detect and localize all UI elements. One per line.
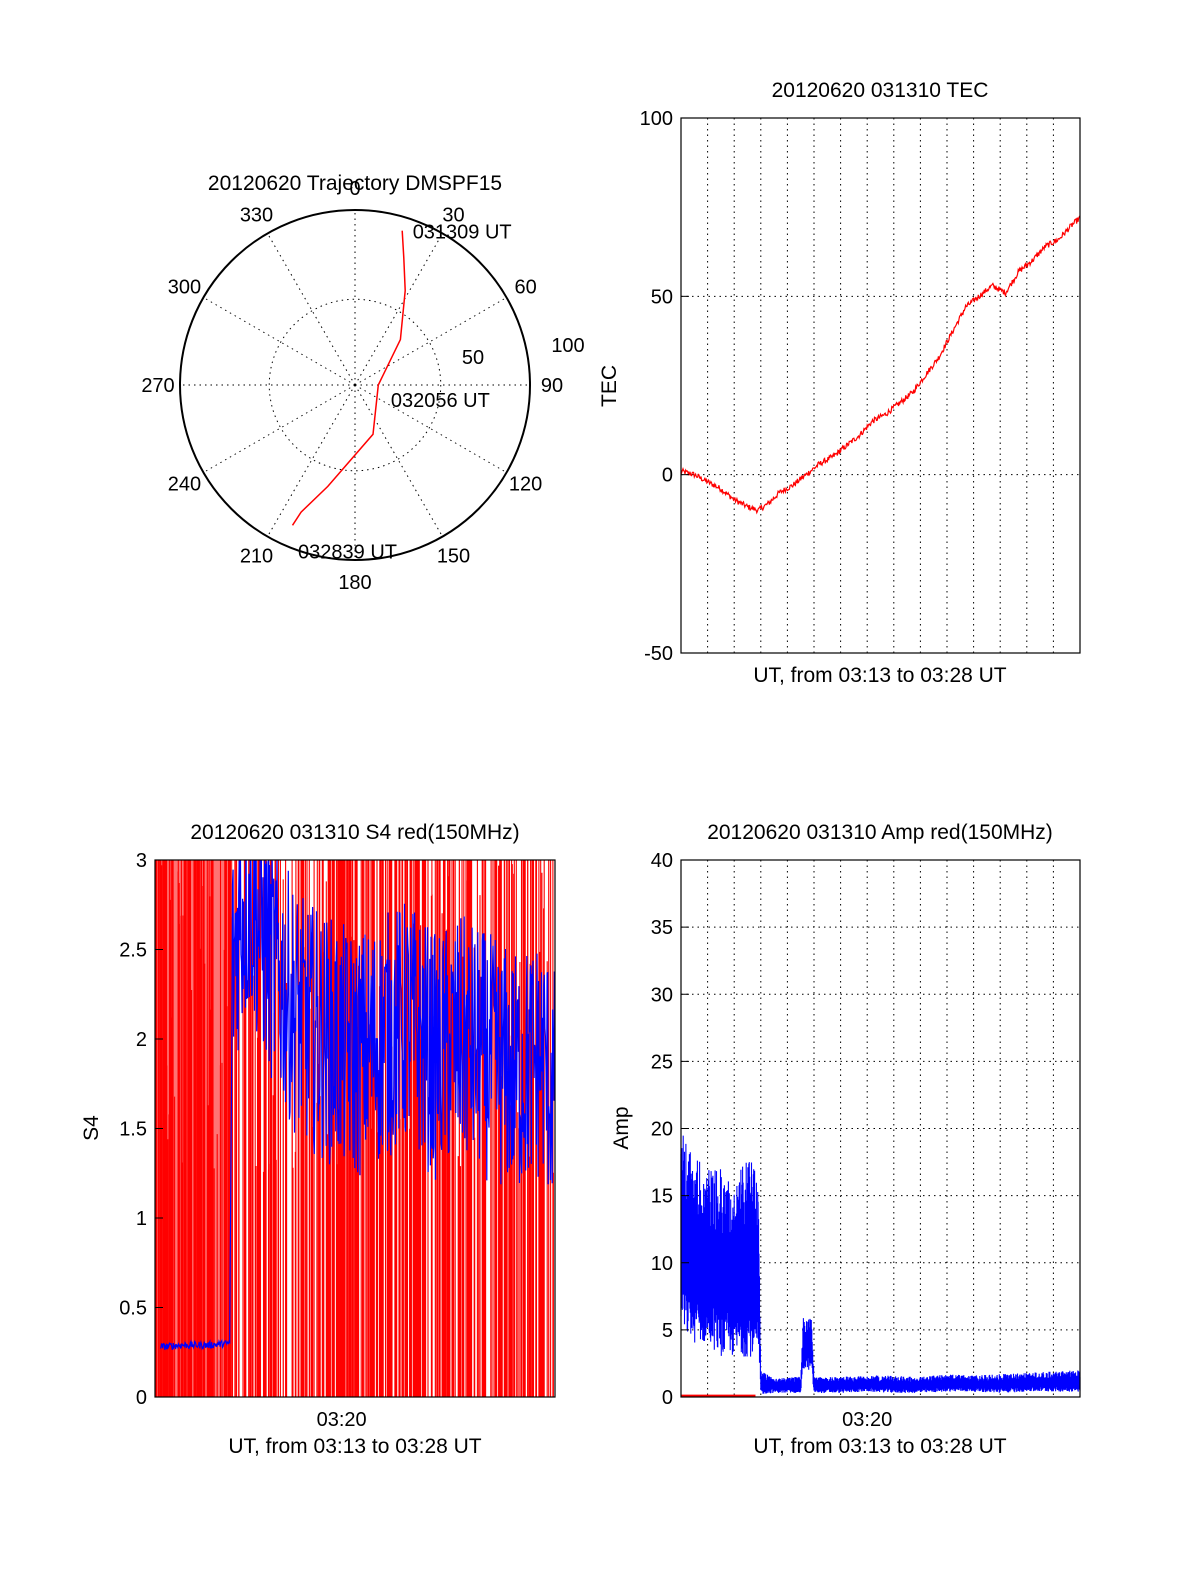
polar-grid-spoke <box>354 297 507 386</box>
s4-red-dense-block <box>155 860 233 1397</box>
tec-y-ticks: 100 50 0 -50 <box>640 108 689 665</box>
polar-grid-spoke <box>267 384 356 537</box>
s4-y-tick-label: 1 <box>136 1208 147 1230</box>
polar-azimuth-label: 330 <box>240 204 273 226</box>
amp-y-tick-label: 40 <box>651 850 673 872</box>
s4-xlabel: UT, from 03:13 to 03:28 UT <box>228 1435 481 1458</box>
polar-radial-label: 100 <box>551 335 584 357</box>
tec-y-tick-label: 50 <box>651 286 673 308</box>
amp-series <box>680 1135 1081 1397</box>
s4-x-tick-label: 03:20 <box>317 1409 367 1431</box>
tec-series <box>680 215 1081 515</box>
amp-y-tick-label: 0 <box>662 1387 673 1409</box>
amp-xlabel: UT, from 03:13 to 03:28 UT <box>753 1435 1006 1458</box>
amp-y-tick-label: 25 <box>651 1051 673 1073</box>
polar-time-annotation: 031309 UT <box>413 222 512 244</box>
polar-trajectory <box>291 230 406 526</box>
polar-annotations: 031309 UT 032056 UT 032839 UT <box>298 222 512 564</box>
polar-grid-spoke <box>267 233 356 386</box>
s4-chart: 20120620 031310 S4 red(150MHz) 0 0.5 1 1.5 2… <box>80 821 556 1458</box>
polar-trajectory-line <box>291 230 406 526</box>
polar-azimuth-label: 120 <box>509 474 542 496</box>
trajectory-polar-chart: 20120620 Trajectory DMSPF15 0 30 60 90 120 15… <box>141 172 584 594</box>
polar-horizon-circle <box>179 209 531 561</box>
s4-series <box>155 860 555 1397</box>
polar-radial-label: 50 <box>462 347 484 369</box>
amp-ylabel: Amp <box>610 1106 633 1149</box>
polar-grid-spoke <box>354 233 443 386</box>
polar-grid-circle <box>268 298 442 472</box>
polar-azimuth-label: 270 <box>141 375 174 397</box>
polar-grid <box>180 210 530 560</box>
tec-grid <box>681 118 1080 653</box>
tec-title: 20120620 031310 TEC <box>772 79 989 102</box>
amp-ticks: 0 5 10 15 20 25 30 35 40 03:20 <box>651 850 892 1431</box>
polar-azimuth-label: 240 <box>168 474 201 496</box>
s4-blue-line <box>159 860 555 1351</box>
tec-line <box>680 215 1081 515</box>
amp-x-tick-label: 03:20 <box>842 1409 892 1431</box>
amp-y-tick-label: 35 <box>651 917 673 939</box>
polar-azimuth-label: 300 <box>168 277 201 299</box>
tec-y-tick-label: -50 <box>644 643 673 665</box>
s4-y-tick-label: 2 <box>136 1029 147 1051</box>
polar-azimuth-label: 60 <box>514 277 536 299</box>
amp-y-tick-label: 30 <box>651 984 673 1006</box>
amp-chart: 20120620 031310 Amp red(150MHz) 0 5 10 15 20… <box>610 821 1081 1458</box>
tec-chart: 20120620 031310 TEC 100 50 0 -50 UT, from 0… <box>598 79 1081 687</box>
polar-grid-spoke <box>203 297 356 386</box>
polar-azimuth-label: 30 <box>442 204 464 226</box>
tec-ylabel: TEC <box>598 365 621 407</box>
s4-y-tick-label: 0.5 <box>119 1298 147 1320</box>
polar-radial-labels: 50 100 <box>462 335 585 369</box>
tec-xlabel: UT, from 03:13 to 03:28 UT <box>753 664 1006 687</box>
s4-ticks: 0 0.5 1 1.5 2 2.5 3 03:20 <box>119 850 367 1431</box>
amp-title: 20120620 031310 Amp red(150MHz) <box>707 821 1053 844</box>
s4-y-tick-label: 2.5 <box>119 940 147 962</box>
s4-y-tick-label: 1.5 <box>119 1119 147 1141</box>
s4-title: 20120620 031310 S4 red(150MHz) <box>190 821 519 844</box>
amp-y-tick-label: 5 <box>662 1320 673 1342</box>
polar-azimuth-label: 210 <box>240 546 273 568</box>
polar-azimuth-labels: 0 30 60 90 120 150 180 210 240 270 300 330 <box>141 178 563 594</box>
polar-azimuth-label: 90 <box>541 375 563 397</box>
s4-y-tick-label: 3 <box>136 850 147 872</box>
polar-time-annotation: 032056 UT <box>391 390 490 412</box>
tec-plot-frame <box>680 117 1081 654</box>
tec-y-tick-label: 100 <box>640 108 673 130</box>
s4-ylabel: S4 <box>80 1115 103 1141</box>
amp-y-tick-label: 10 <box>651 1253 673 1275</box>
polar-time-annotation: 032839 UT <box>298 541 397 563</box>
polar-azimuth-label: 180 <box>338 572 371 594</box>
polar-azimuth-label: 0 <box>349 178 360 200</box>
amp-blue-signal <box>680 1135 1081 1394</box>
polar-title: 20120620 Trajectory DMSPF15 <box>208 172 502 195</box>
amp-y-tick-label: 20 <box>651 1119 673 1141</box>
s4-clipped-group <box>155 860 555 1397</box>
tec-y-tick-label: 0 <box>662 465 673 487</box>
polar-grid-spoke <box>203 384 356 473</box>
amp-y-tick-label: 15 <box>651 1186 673 1208</box>
s4-y-tick-label: 0 <box>136 1387 147 1409</box>
polar-azimuth-label: 150 <box>437 546 470 568</box>
